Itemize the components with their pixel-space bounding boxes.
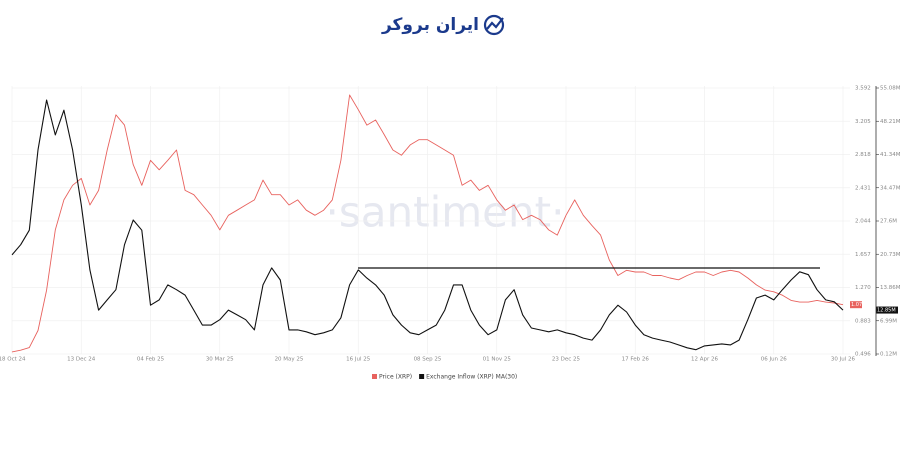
series-line <box>11 94 844 353</box>
y2-tick-label: 48.21M <box>880 119 900 125</box>
y-tick-label: 3.205 <box>855 119 871 125</box>
y-tick-label: 3.592 <box>855 86 871 92</box>
current-value-badge: 1.071 <box>850 301 865 309</box>
watermark: ·santiment· <box>326 188 565 237</box>
current-value-badge: 12.85M <box>876 306 898 314</box>
badge-label: 12.85M <box>877 308 896 314</box>
y-tick-label: 2.431 <box>855 185 871 191</box>
y2-tick-label: 27.6M <box>880 219 897 225</box>
badge-box <box>850 301 862 309</box>
y-tick-label: 0.496 <box>855 352 871 358</box>
x-tick-label: 06 Jun 26 <box>761 357 788 363</box>
y2-tick-label: 13.86M <box>880 285 900 291</box>
x-tick-label: 12 Apr 26 <box>691 357 719 363</box>
y2-tick-label: 55.08M <box>880 86 900 92</box>
logo-icon <box>483 14 505 36</box>
y-tick-label: 2.818 <box>855 152 871 158</box>
x-tick-label: 01 Nov 25 <box>483 357 512 363</box>
y-tick-label: 0.883 <box>855 318 871 324</box>
x-tick-label: 13 Dec 24 <box>67 357 96 363</box>
y-tick-label: 2.044 <box>855 219 871 225</box>
y2-tick-label: 0.12M <box>880 352 897 358</box>
series-line <box>11 99 844 351</box>
badge-label: 1.071 <box>851 302 865 308</box>
x-tick-label: 18 Oct 24 <box>0 357 26 363</box>
legend-swatch <box>372 374 377 379</box>
badge-box <box>876 306 898 314</box>
y-tick-label: 1.657 <box>855 252 871 258</box>
x-tick-label: 20 May 25 <box>275 357 304 363</box>
legend-label: Exchange Inflow (XRP) MA(30) <box>426 374 517 381</box>
y2-tick-label: 34.47M <box>880 185 900 191</box>
legend-swatch <box>419 374 425 379</box>
x-tick-label: 04 Feb 25 <box>137 357 165 363</box>
y-tick-label: 1.270 <box>855 285 871 291</box>
y2-tick-label: 41.34M <box>880 152 900 158</box>
x-tick-label: 30 Jul 26 <box>831 357 856 363</box>
x-tick-label: 16 Jul 25 <box>346 357 371 363</box>
brand-logo: ایران بروکر <box>381 14 505 36</box>
y2-tick-label: 6.99M <box>880 318 897 324</box>
legend-label: Price (XRP) <box>379 374 412 381</box>
x-tick-label: 08 Sep 25 <box>414 357 442 363</box>
x-tick-label: 17 Feb 26 <box>622 357 650 363</box>
x-tick-label: 30 Mar 25 <box>206 357 234 363</box>
logo-arrow <box>486 17 504 30</box>
y2-tick-label: 20.73M <box>880 252 900 258</box>
brand-name: ایران بروکر <box>381 15 479 35</box>
x-tick-label: 23 Dec 25 <box>552 357 581 363</box>
